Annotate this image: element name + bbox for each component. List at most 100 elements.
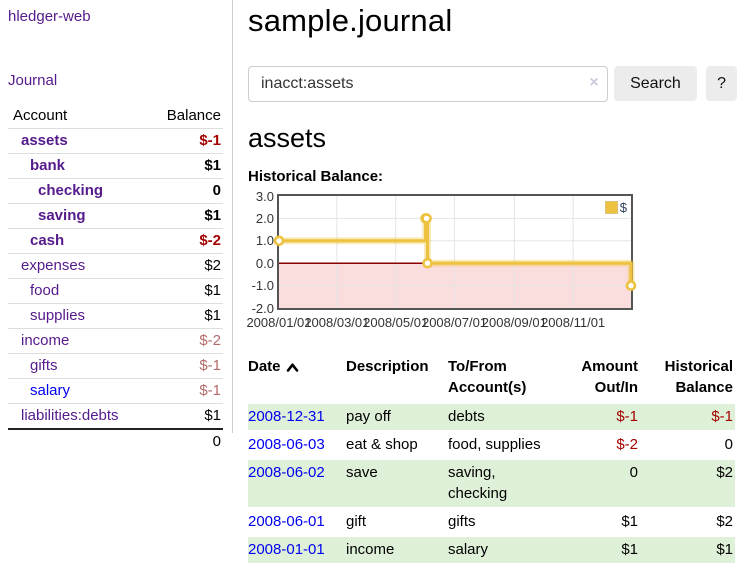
sidebar-account-balance: $-1	[146, 128, 223, 154]
transaction-description: income	[346, 535, 448, 563]
accounts-header-account: Account	[13, 107, 68, 124]
sidebar-account-balance: $1	[146, 203, 223, 229]
sidebar-account-row: cash $-2	[8, 228, 223, 254]
x-axis-tick-label: 2008/05/01	[363, 315, 429, 330]
search-button[interactable]: Search	[613, 66, 698, 101]
y-axis-tick-label: -1.0	[251, 278, 274, 294]
sidebar-account-link[interactable]: gifts	[30, 357, 58, 374]
sidebar-account-link[interactable]: food	[30, 282, 60, 299]
accounts-header-row: Account Balance	[8, 104, 223, 129]
transaction-accounts: food, supplies	[448, 430, 560, 459]
register-header-balance: Historical Balance	[664, 358, 733, 396]
sidebar-account-row: bank $1	[8, 153, 223, 179]
sidebar-account-link[interactable]: supplies	[30, 307, 86, 324]
y-axis-tick-label: 2.0	[255, 210, 274, 226]
register-header-description: Description	[346, 358, 429, 375]
sidebar-account-balance: $-2	[146, 228, 223, 254]
transaction-amount: 0	[560, 458, 640, 508]
x-axis-tick-label: 2008/11/01	[541, 315, 606, 330]
x-axis-tick-label: 2008/01/01	[246, 315, 312, 330]
historical-balance-chart: $ 3.0 2.0 1.0 0.0 -1.0 -2.0 2008/01/01 2008/03/…	[246, 189, 737, 334]
x-axis-tick-label: 2008/03/01	[304, 315, 370, 330]
register-row: 2008-12-31 pay off debts $-1 $-1	[248, 402, 735, 431]
sidebar-account-balance: $-1	[146, 378, 223, 404]
sidebar-account-row: income $-2	[8, 328, 223, 354]
register-body: 2008-12-31 pay off debts $-1 $-1 2008-06-03 ea…	[248, 402, 735, 563]
transaction-amount: $1	[560, 507, 640, 536]
transaction-date-link[interactable]: 2008-01-01	[248, 541, 325, 558]
transaction-description: eat & shop	[346, 430, 448, 459]
x-axis-tick-label: 2008/09/01	[481, 315, 547, 330]
sidebar-account-row: liabilities:debts $1	[8, 403, 223, 429]
sidebar-account-link[interactable]: liabilities:debts	[21, 407, 119, 424]
sidebar-account-balance: $2	[146, 253, 223, 279]
sidebar-account-row: salary $-1	[8, 378, 223, 404]
y-axis-tick-label: 3.0	[255, 188, 274, 204]
transaction-balance: $2	[640, 507, 735, 536]
main-content: sample.journal × Search ? assets Histori…	[246, 0, 737, 563]
register-header-accounts: To/From Account(s)	[448, 358, 527, 396]
search-input[interactable]	[248, 66, 608, 102]
chart-plot-area: $	[273, 194, 637, 310]
register-row: 2008-06-03 eat & shop food, supplies $-2 0	[248, 430, 735, 459]
accounts-header-balance: Balance	[166, 107, 221, 124]
sort-ascending-icon	[286, 357, 299, 378]
sidebar-item-journal[interactable]: Journal	[8, 72, 58, 89]
y-axis-tick-label: 1.0	[255, 233, 274, 249]
sidebar-account-link[interactable]: income	[21, 332, 70, 349]
transaction-date-link[interactable]: 2008-12-31	[248, 408, 325, 425]
accounts-total-value: 0	[146, 428, 223, 454]
sidebar-account-balance: $1	[146, 278, 223, 304]
page-title: sample.journal	[248, 3, 453, 38]
transaction-accounts: gifts	[448, 507, 560, 536]
transaction-date-link[interactable]: 2008-06-02	[248, 464, 325, 481]
sidebar-account-row: food $1	[8, 278, 223, 304]
sidebar-account-balance: $1	[146, 403, 223, 429]
transaction-amount: $-2	[560, 430, 640, 459]
sidebar-account-balance: $-2	[146, 328, 223, 354]
transaction-description: pay off	[346, 402, 448, 431]
search-form: × Search ?	[248, 66, 737, 102]
chart-legend: $	[604, 200, 627, 215]
sidebar-account-row: checking 0	[8, 178, 223, 204]
sidebar-account-link[interactable]: assets	[21, 132, 68, 149]
chart-title: Historical Balance:	[248, 168, 384, 185]
register-table: Date Description To/From Account(s) Amou…	[248, 356, 735, 563]
sidebar-account-link[interactable]: bank	[30, 157, 66, 174]
transaction-accounts: saving, checking	[448, 458, 560, 508]
transaction-accounts: salary	[448, 535, 560, 563]
transaction-date-link[interactable]: 2008-06-03	[248, 436, 325, 453]
sidebar: hledger-web Journal Account Balance asse…	[0, 0, 233, 454]
sidebar-account-link[interactable]: salary	[30, 382, 71, 399]
sidebar-account-row: assets $-1	[8, 128, 223, 154]
transaction-accounts: debts	[448, 402, 560, 431]
y-axis-tick-label: 0.0	[255, 255, 274, 271]
register-header-date[interactable]: Date	[248, 356, 346, 403]
sidebar-account-row: gifts $-1	[8, 353, 223, 379]
help-button[interactable]: ?	[706, 66, 737, 101]
register-header-row: Date Description To/From Account(s) Amou…	[248, 356, 735, 403]
sidebar-account-row: expenses $2	[8, 253, 223, 279]
register-row: 2008-06-02 save saving, checking 0 $2	[248, 458, 735, 508]
brand-link[interactable]: hledger-web	[8, 8, 91, 25]
sidebar-account-link[interactable]: checking	[38, 182, 104, 199]
sidebar-account-balance: 0	[146, 178, 223, 204]
transaction-date-link[interactable]: 2008-06-01	[248, 513, 325, 530]
register-row: 2008-06-01 gift gifts $1 $2	[248, 507, 735, 536]
sidebar-account-link[interactable]: expenses	[21, 257, 86, 274]
sidebar-account-link[interactable]: cash	[30, 232, 65, 249]
legend-label: $	[619, 200, 627, 215]
search-box: ×	[248, 66, 608, 102]
transaction-description: save	[346, 458, 448, 508]
transaction-amount: $-1	[560, 402, 640, 431]
transaction-description: gift	[346, 507, 448, 536]
chart-canvas	[273, 196, 637, 308]
clear-search-icon[interactable]: ×	[589, 74, 599, 91]
sidebar-account-link[interactable]: saving	[38, 207, 86, 224]
accounts-total-row: 0	[8, 428, 223, 454]
account-heading: assets	[248, 123, 327, 153]
transaction-amount: $1	[560, 535, 640, 563]
sidebar-account-balance: $-1	[146, 353, 223, 379]
transaction-balance: $-1	[640, 402, 735, 431]
